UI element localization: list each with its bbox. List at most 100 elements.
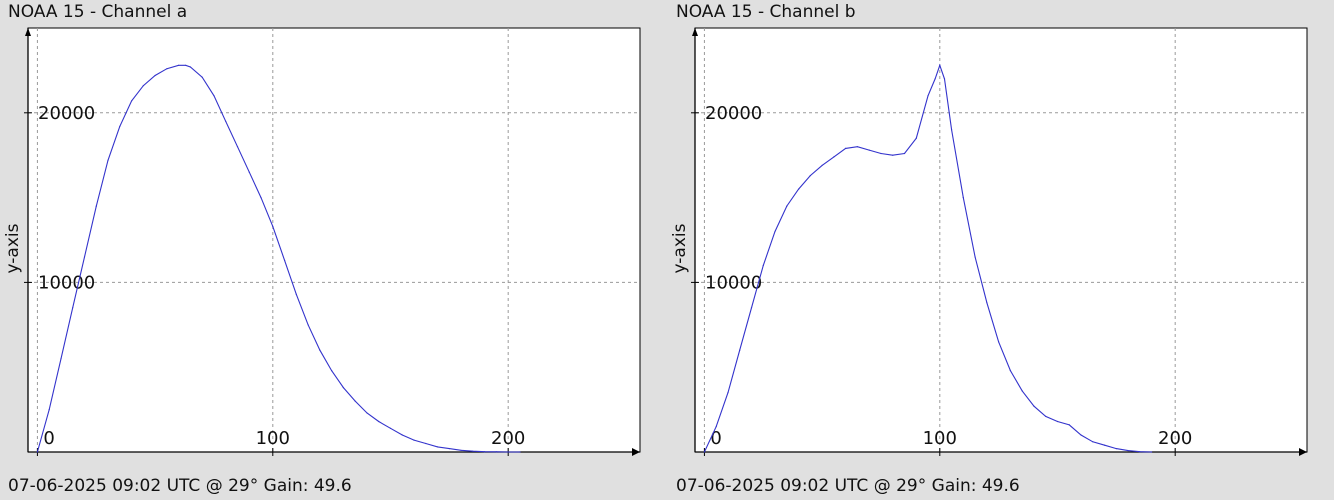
data-point — [413, 439, 415, 441]
data-point — [142, 85, 144, 87]
data-point — [319, 349, 321, 351]
data-point — [934, 78, 936, 80]
data-point — [703, 451, 706, 453]
data-point — [366, 412, 368, 414]
data-point — [1080, 434, 1082, 436]
data-point — [951, 129, 953, 131]
y-axis-arrow — [25, 28, 31, 36]
y-tick-label: 20000 — [705, 103, 762, 124]
data-point — [378, 420, 380, 423]
data-point — [786, 205, 788, 207]
x-tick-label: 200 — [491, 428, 525, 449]
data-point — [495, 451, 497, 453]
data-point — [519, 451, 521, 453]
data-point — [1092, 441, 1094, 443]
data-point — [998, 341, 1000, 343]
data-point — [1115, 448, 1117, 450]
data-point — [943, 78, 946, 80]
data-point — [48, 409, 50, 411]
data-point — [809, 175, 811, 177]
data-point — [260, 197, 262, 199]
data-point — [460, 449, 462, 451]
panel-b-footer: 07-06-2025 09:02 UTC @ 29° Gain: 49.6 — [676, 476, 1020, 496]
data-point — [213, 95, 215, 97]
data-point — [903, 152, 906, 155]
data-point — [727, 392, 729, 394]
data-point — [448, 448, 450, 450]
data-point — [472, 450, 474, 452]
data-point — [1068, 424, 1070, 426]
data-point — [974, 256, 976, 258]
data-point — [1045, 415, 1047, 417]
x-axis-arrow — [632, 448, 640, 456]
y-axis-arrow — [692, 28, 698, 36]
data-point — [821, 164, 823, 166]
data-point — [833, 156, 835, 158]
y-axis-label: y-axis — [670, 223, 690, 273]
y-tick-label: 20000 — [38, 103, 95, 124]
data-point — [131, 100, 133, 102]
data-point — [95, 205, 97, 207]
data-point — [201, 76, 203, 78]
data-point — [1104, 444, 1106, 446]
plot-area — [694, 27, 1308, 453]
data-point — [272, 225, 274, 227]
data-point — [845, 147, 847, 149]
data-point — [189, 66, 191, 68]
data-point — [507, 451, 509, 453]
data-point — [880, 152, 882, 155]
panel-a-title: NOAA 15 - Channel a — [8, 2, 188, 22]
data-point — [762, 264, 764, 266]
data-point — [915, 137, 917, 139]
data-point — [248, 171, 250, 173]
x-axis-arrow — [1299, 448, 1307, 456]
panel-b-title: NOAA 15 - Channel b — [676, 2, 856, 22]
data-point — [856, 146, 859, 148]
data-point — [107, 159, 109, 161]
plot-area — [27, 27, 641, 453]
data-point — [1139, 451, 1141, 453]
data-point — [284, 259, 286, 261]
data-point — [715, 426, 717, 428]
data-point — [72, 307, 74, 309]
data-point — [354, 400, 356, 402]
x-tick-label: 200 — [1158, 428, 1192, 449]
data-point — [425, 442, 427, 445]
chart-channel-a: 0 100 200 10000 20000 y-axis — [3, 27, 641, 456]
data-point — [389, 427, 392, 429]
data-point — [236, 146, 239, 148]
data-point — [750, 307, 753, 309]
data-point — [798, 188, 800, 190]
data-point — [892, 154, 894, 156]
y-axis-label: y-axis — [3, 223, 23, 273]
data-point — [1033, 405, 1035, 407]
data-point — [739, 349, 741, 351]
data-point — [401, 434, 403, 436]
data-point — [185, 64, 187, 66]
panel-a-footer: 07-06-2025 09:02 UTC @ 29° Gain: 49.6 — [8, 476, 352, 496]
x-tick-label: 0 — [710, 428, 721, 449]
y-tick-label: 10000 — [705, 272, 762, 293]
data-point — [307, 324, 309, 326]
x-tick-label: 100 — [256, 428, 290, 449]
data-point — [331, 370, 333, 372]
data-point — [1021, 390, 1023, 392]
y-tick-label: 10000 — [38, 272, 95, 293]
data-point — [342, 387, 344, 389]
data-point — [986, 302, 988, 304]
data-point — [154, 74, 156, 77]
data-point — [119, 125, 121, 127]
data-point — [484, 451, 486, 453]
data-point — [1056, 420, 1059, 423]
data-point — [178, 64, 180, 66]
data-point — [939, 64, 941, 66]
data-point — [774, 230, 776, 233]
data-point — [437, 446, 439, 448]
data-point — [295, 293, 297, 295]
data-point — [927, 95, 929, 97]
data-point — [166, 68, 168, 70]
data-point — [60, 358, 62, 360]
data-point — [962, 197, 964, 199]
data-point — [1009, 370, 1012, 372]
